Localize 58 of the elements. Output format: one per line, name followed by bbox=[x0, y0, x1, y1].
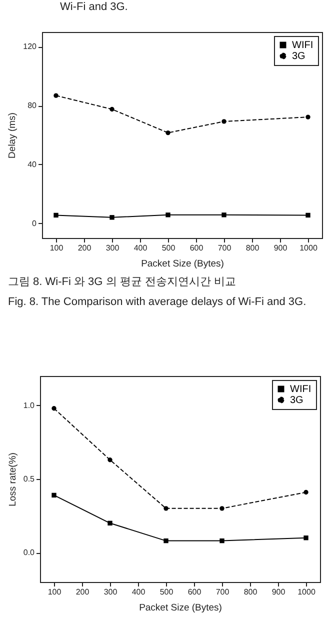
x-axis-title: Packet Size (Bytes) bbox=[139, 602, 222, 614]
x-tick-label: 400 bbox=[132, 588, 146, 596]
point bbox=[54, 93, 58, 98]
x-tick-label: 900 bbox=[274, 244, 288, 252]
y-tick-label: 120 bbox=[23, 42, 38, 52]
x-tick-label: 200 bbox=[76, 588, 90, 596]
x-tick-label: 200 bbox=[78, 244, 92, 252]
x-tick-label: 100 bbox=[50, 244, 64, 252]
legend-label: 3G bbox=[292, 51, 306, 62]
point bbox=[304, 536, 308, 540]
point bbox=[110, 106, 114, 112]
point bbox=[222, 119, 226, 124]
point bbox=[304, 490, 308, 495]
y-tick-label: 0 bbox=[32, 218, 38, 228]
x-tick-label: 900 bbox=[272, 588, 286, 596]
point bbox=[108, 520, 112, 526]
x-tick-label: 100 bbox=[48, 588, 62, 596]
point bbox=[52, 492, 56, 498]
y-axis-title: Loss rate(%) bbox=[7, 452, 18, 506]
point bbox=[306, 114, 310, 120]
legend-label: WIFI bbox=[292, 40, 314, 51]
x-tick-label: 800 bbox=[246, 244, 260, 252]
x-axis-title: Packet Size (Bytes) bbox=[141, 258, 224, 270]
y-tick-label: 80 bbox=[28, 101, 38, 110]
y-tick-label: 40 bbox=[28, 160, 38, 169]
x-tick-label: 800 bbox=[244, 588, 258, 596]
point bbox=[54, 212, 58, 218]
point bbox=[166, 212, 170, 218]
legend-label: 3G bbox=[290, 395, 304, 406]
x-tick-label: 300 bbox=[104, 588, 118, 596]
point bbox=[52, 406, 56, 411]
point bbox=[164, 538, 168, 544]
point bbox=[220, 506, 224, 511]
point bbox=[110, 215, 114, 220]
caption: 그림 8. Wi-Fi 와 3G 의 평균 전송지연시간 비교 bbox=[8, 275, 237, 290]
x-tick-label: 700 bbox=[218, 244, 232, 252]
x-tick-label: 600 bbox=[190, 244, 204, 252]
caption: Fig. 8. The Comparison with average delays of Wi-Fi and 3G. bbox=[8, 295, 308, 310]
y-tick-label: 1.0 bbox=[23, 400, 36, 410]
y-axis-title: Delay (ms) bbox=[7, 112, 18, 158]
text: Wi-Fi and 3G. bbox=[60, 0, 129, 14]
y-tick-label: 0.5 bbox=[23, 474, 36, 484]
point bbox=[108, 458, 112, 462]
point bbox=[166, 130, 170, 136]
point bbox=[164, 506, 168, 511]
x-tick-label: 1000 bbox=[300, 244, 318, 252]
x-tick-label: 400 bbox=[134, 244, 148, 252]
x-tick-label: 1000 bbox=[298, 588, 316, 596]
x-tick-label: 500 bbox=[160, 588, 174, 596]
point bbox=[222, 212, 226, 218]
x-tick-label: 600 bbox=[188, 588, 202, 596]
x-tick-label: 300 bbox=[106, 244, 120, 252]
x-tick-label: 700 bbox=[216, 588, 230, 596]
point bbox=[220, 538, 224, 544]
y-tick-label: 0.0 bbox=[23, 548, 36, 558]
legend-label: WIFI bbox=[290, 384, 312, 395]
x-tick-label: 500 bbox=[162, 244, 176, 252]
point bbox=[306, 212, 310, 218]
